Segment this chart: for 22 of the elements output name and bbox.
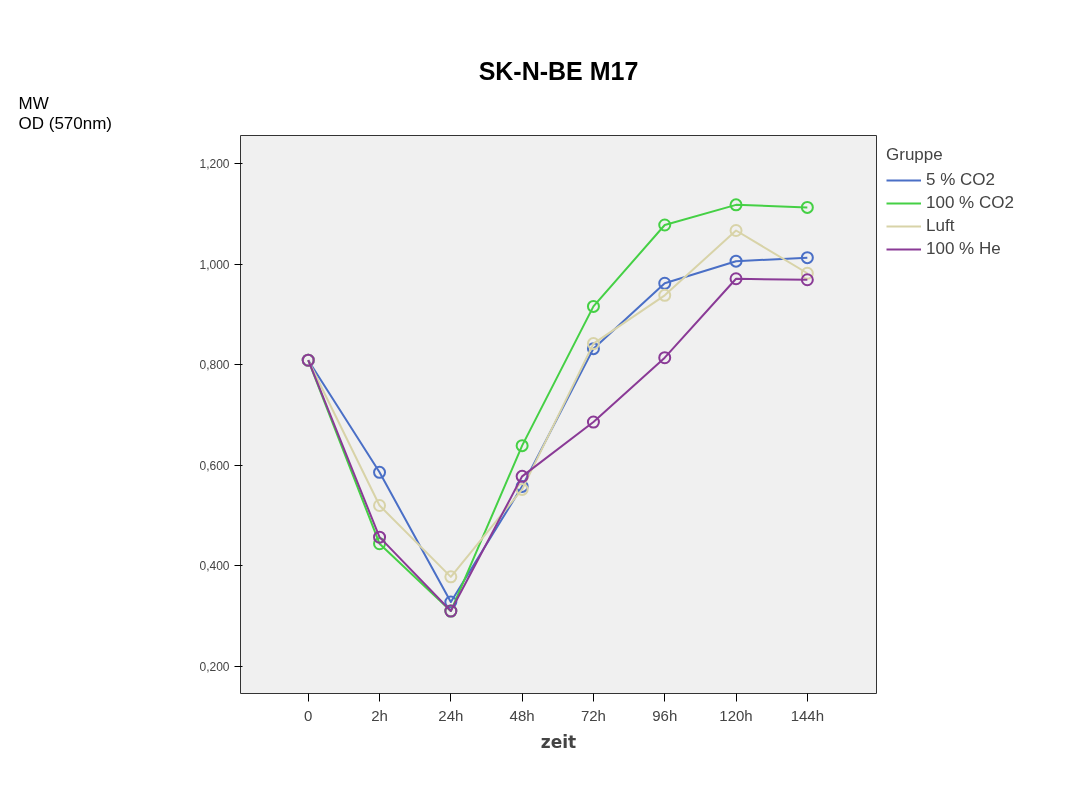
x-axis-title: zeit — [540, 731, 577, 752]
y-tick-label: 0,800 — [199, 358, 230, 373]
x-tick-label: 144h — [790, 706, 825, 724]
y-tick-label: 0,600 — [199, 458, 230, 473]
legend-label: 5 % CO2 — [926, 170, 995, 190]
x-tick-label: 48h — [509, 706, 535, 724]
legend-label: 100 % He — [926, 239, 1001, 259]
x-tick-label: 0 — [304, 706, 313, 724]
x-tick-label: 24h — [438, 706, 464, 724]
y-tick-label: 0,200 — [199, 659, 230, 674]
y-tick-label: 1,200 — [199, 157, 230, 172]
y-tick-label: 1,000 — [199, 257, 230, 272]
legend-title: Gruppe — [886, 145, 944, 165]
text: MW OD (570nm) — [18, 93, 113, 134]
chart-title: SK-N-BE M17 — [478, 56, 639, 85]
legend-label: Luft — [926, 216, 955, 236]
x-tick-label: 120h — [719, 706, 753, 724]
y-tick-label: 0,400 — [199, 559, 230, 574]
x-tick-label: 72h — [580, 706, 606, 724]
x-tick-label: 96h — [652, 706, 678, 724]
legend-label: 100 % CO2 — [926, 193, 1014, 213]
x-tick-label: 2h — [371, 706, 388, 724]
